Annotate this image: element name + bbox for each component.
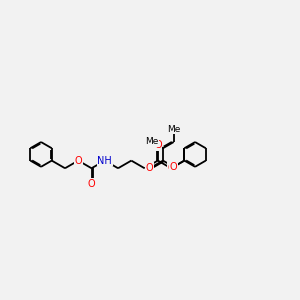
Text: NH: NH xyxy=(98,156,112,166)
Text: O: O xyxy=(167,163,175,173)
Text: O: O xyxy=(88,178,95,189)
Text: O: O xyxy=(154,140,162,150)
Text: O: O xyxy=(146,163,154,173)
Text: Me: Me xyxy=(167,124,180,134)
Text: O: O xyxy=(74,156,82,166)
Text: O: O xyxy=(170,162,178,172)
Text: Me: Me xyxy=(145,137,158,146)
